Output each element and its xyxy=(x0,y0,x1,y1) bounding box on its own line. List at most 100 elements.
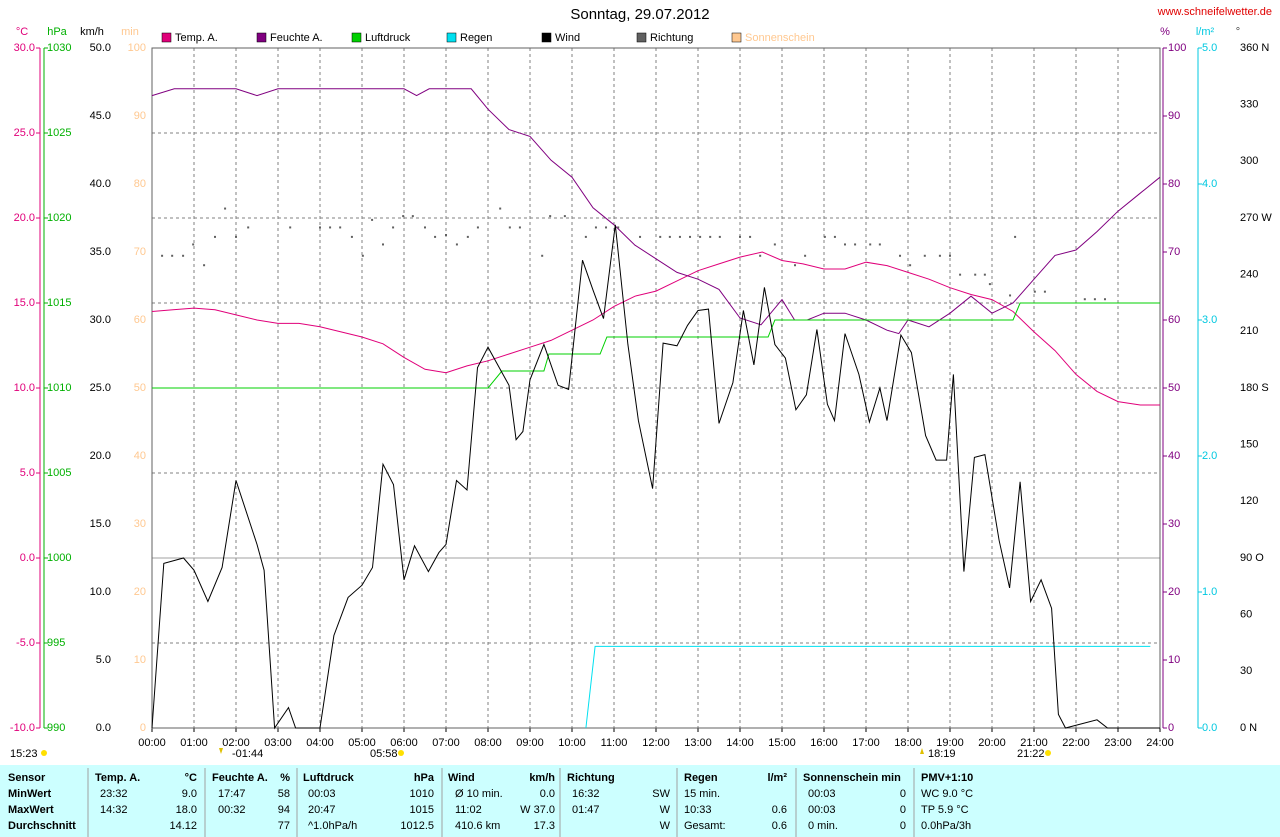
series-line xyxy=(151,88,1161,335)
y-tick-label: 5.0 xyxy=(1202,42,1217,54)
x-tick-label: 14:00 xyxy=(726,737,754,749)
table-cell: 1015 xyxy=(410,804,434,816)
table-cell: ^1.0hPa/h xyxy=(308,820,357,832)
direction-dot xyxy=(1014,235,1017,238)
table-cell: W 37.0 xyxy=(520,804,555,816)
x-tick-label: 06:00 xyxy=(390,737,418,749)
y-tick-label: 0.0 xyxy=(96,722,111,734)
y-tick-label: 90 xyxy=(134,110,146,122)
y-tick-label: 20 xyxy=(1168,586,1180,598)
series-line xyxy=(151,251,1160,406)
direction-dot xyxy=(214,235,216,238)
legend-label: Sonnenschein xyxy=(745,32,815,44)
table-cell: 00:03 xyxy=(308,788,336,800)
y-tick-label: 1015 xyxy=(47,297,71,309)
x-tick-label: 02:00 xyxy=(222,737,250,749)
y-tick-label: 0 N xyxy=(1240,722,1257,734)
row-label: Durchschnitt xyxy=(8,820,76,832)
x-tick-label: 18:00 xyxy=(894,737,922,749)
x-tick-label: 20:00 xyxy=(978,737,1006,749)
direction-dot xyxy=(508,226,511,229)
y-tick-label: 70 xyxy=(134,246,146,258)
direction-dot xyxy=(339,226,342,229)
table-cell: 00:03 xyxy=(808,804,836,816)
table-cell: 0.6 xyxy=(772,804,787,816)
y-tick-label: 40 xyxy=(134,450,146,462)
table-header: % xyxy=(280,772,290,784)
table-cell: SW xyxy=(652,788,670,800)
table-header: hPa xyxy=(414,772,435,784)
table-cell: 0 xyxy=(900,788,906,800)
y-tick-label: 2.0 xyxy=(1202,450,1217,462)
y-tick-label: 30 xyxy=(1240,665,1252,677)
table-cell: 1010 xyxy=(410,788,434,800)
time-annotation: -01:44 xyxy=(232,748,263,760)
marker xyxy=(219,748,223,754)
y-tick-label: 0.0 xyxy=(1202,722,1217,734)
y-tick-label: 10 xyxy=(134,654,146,666)
y-tick-label: 1005 xyxy=(47,467,71,479)
table-cell: 11:02 xyxy=(455,804,482,816)
direction-dot xyxy=(411,215,414,218)
time-markers xyxy=(41,748,1051,756)
x-tick-label: 03:00 xyxy=(264,737,292,749)
y-tick-label: 1025 xyxy=(47,127,71,139)
x-tick-label: 01:00 xyxy=(180,737,208,749)
table-cell: 17:47 xyxy=(218,788,246,800)
direction-dot xyxy=(699,235,702,238)
y-tick-label: 60 xyxy=(134,314,146,326)
y-tick-label: 20.0 xyxy=(90,450,111,462)
y-tick-label: 15.0 xyxy=(14,297,35,309)
direction-dot xyxy=(718,235,721,238)
table-cell: 1012.5 xyxy=(400,820,434,832)
y-tick-label: 60 xyxy=(1240,609,1252,621)
y-tick-label: 15.0 xyxy=(90,518,111,530)
direction-dot xyxy=(192,243,195,246)
table-header: Wind xyxy=(448,772,475,784)
direction-dot xyxy=(161,254,164,257)
y-tick-label: 3.0 xyxy=(1202,314,1217,326)
y-tick-label: 100 xyxy=(1168,42,1186,54)
table-cell: 17.3 xyxy=(534,820,555,832)
direction-dot xyxy=(1033,290,1036,293)
x-tick-label: 08:00 xyxy=(474,737,502,749)
direction-dot xyxy=(938,254,941,257)
y-tick-label: 995 xyxy=(47,637,65,649)
series-line xyxy=(151,224,1160,730)
table-cell: 16:32 xyxy=(572,788,600,800)
axis-unit: min xyxy=(121,26,139,38)
legend-label: Temp. A. xyxy=(175,32,218,44)
x-tick-label: 22:00 xyxy=(1062,737,1090,749)
x-tick-label: 15:00 xyxy=(768,737,796,749)
direction-dot xyxy=(424,226,426,229)
axis-unit: % xyxy=(1160,26,1170,38)
table-cell: TP 5.9 °C xyxy=(921,804,969,816)
table-cell: 0.0 xyxy=(540,788,555,800)
x-tick-label: 07:00 xyxy=(432,737,460,749)
direction-dot xyxy=(923,254,926,257)
time-annotation: 15:23 xyxy=(10,748,38,760)
direction-dot xyxy=(659,235,662,238)
legend-swatch xyxy=(256,32,267,43)
table-cell: 14.12 xyxy=(169,820,197,832)
source-link[interactable]: www.schneifelwetter.de xyxy=(1157,6,1272,18)
x-tick-label: 04:00 xyxy=(306,737,334,749)
direction-dot xyxy=(361,254,364,257)
y-tick-label: 1.0 xyxy=(1202,586,1217,598)
series-line xyxy=(152,302,1160,389)
y-tick-label: 360 N xyxy=(1240,42,1269,54)
y-tick-label: 80 xyxy=(1168,178,1180,190)
direction-dot xyxy=(476,226,479,229)
axis-unit: l/m² xyxy=(1196,26,1215,38)
table-cell: 0 xyxy=(900,804,906,816)
direction-dot xyxy=(203,264,206,267)
direction-dot xyxy=(1043,290,1046,293)
row-label: MaxWert xyxy=(8,804,54,816)
y-tick-label: 330 xyxy=(1240,99,1258,111)
table-header: Sonnenschein min xyxy=(803,772,901,784)
direction-dot xyxy=(455,243,458,246)
y-tick-label: 40.0 xyxy=(90,178,111,190)
direction-dot xyxy=(563,215,566,218)
y-tick-label: 10.0 xyxy=(14,382,35,394)
direction-dot xyxy=(402,215,405,218)
